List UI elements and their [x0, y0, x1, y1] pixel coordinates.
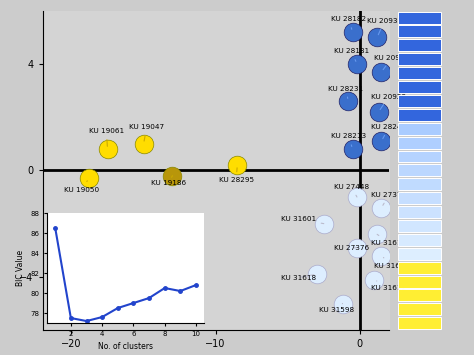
Bar [398, 67, 441, 79]
Point [104, 146, 111, 152]
Text: KU 31601: KU 31601 [281, 216, 324, 224]
Bar [398, 317, 441, 329]
Text: KU 31612: KU 31612 [371, 281, 407, 291]
Text: KU 19061: KU 19061 [89, 128, 124, 146]
Text: KU 31598: KU 31598 [319, 304, 355, 312]
Bar [398, 206, 441, 218]
Text: KU 28181: KU 28181 [334, 48, 369, 61]
Bar [398, 275, 441, 288]
Text: KU 27448: KU 27448 [334, 184, 369, 197]
Text: KU 28213: KU 28213 [331, 133, 366, 147]
Point [339, 301, 346, 306]
Bar [398, 262, 441, 274]
Text: KU 19186: KU 19186 [151, 176, 186, 186]
Point [378, 205, 385, 211]
Point [349, 29, 356, 35]
Bar [398, 12, 441, 23]
Point [320, 221, 328, 226]
Text: KU 20932: KU 20932 [367, 18, 402, 35]
Point [353, 61, 361, 67]
Text: KU 28231: KU 28231 [328, 86, 363, 98]
Bar [398, 289, 441, 301]
Text: KU 20930: KU 20930 [374, 55, 410, 70]
Bar [398, 303, 441, 315]
Point [353, 245, 361, 251]
Text: KU 28247: KU 28247 [371, 124, 407, 139]
Bar [398, 192, 441, 204]
Point [375, 109, 383, 115]
Bar [398, 164, 441, 176]
Bar [398, 81, 441, 93]
Text: KU 31619: KU 31619 [374, 257, 410, 269]
Text: KU 19050: KU 19050 [64, 181, 100, 193]
Point [378, 138, 385, 144]
Bar [398, 220, 441, 232]
Bar [398, 39, 441, 51]
Point [349, 146, 356, 152]
Bar [398, 151, 441, 163]
Text: KU 19047: KU 19047 [129, 124, 164, 141]
Bar [398, 178, 441, 190]
Point [371, 277, 378, 283]
X-axis label: No. of clusters: No. of clusters [98, 342, 153, 351]
Point [140, 141, 147, 147]
Bar [398, 248, 441, 260]
Text: KU 28182: KU 28182 [331, 16, 366, 29]
Bar [398, 109, 441, 121]
Point [353, 194, 361, 200]
Point [378, 253, 385, 258]
Point [313, 271, 320, 277]
Bar [398, 95, 441, 107]
Bar [398, 137, 441, 149]
Point [374, 231, 381, 237]
Point [374, 34, 381, 40]
Bar [398, 53, 441, 65]
Bar [398, 26, 441, 38]
Text: KU 20929: KU 20929 [371, 93, 407, 110]
Text: KU 27376: KU 27376 [334, 245, 369, 251]
Y-axis label: BIC Value: BIC Value [16, 250, 25, 286]
Bar [398, 234, 441, 246]
Point [345, 98, 352, 104]
Text: KU 27374: KU 27374 [371, 192, 407, 205]
Point [85, 176, 92, 181]
Bar [398, 123, 441, 135]
Point [378, 69, 385, 75]
Point [169, 173, 176, 179]
Text: KU 31618: KU 31618 [281, 274, 316, 280]
Point [234, 162, 241, 168]
Text: KU 31616: KU 31616 [371, 234, 407, 246]
Text: KU 28295: KU 28295 [219, 168, 254, 184]
